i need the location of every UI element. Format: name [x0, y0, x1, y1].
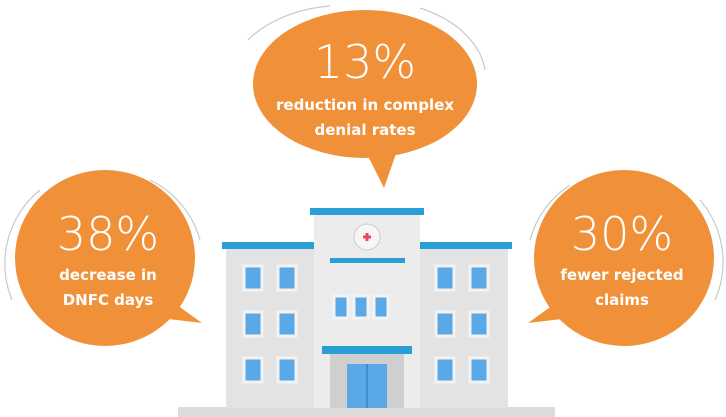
infographic: 13% reduction in complex denial rates 38…	[0, 0, 726, 417]
stat-label: decrease in	[59, 266, 157, 284]
stat: 30%	[571, 207, 673, 261]
stat-label: reduction in complex	[276, 96, 454, 114]
stat-label: fewer rejected	[560, 266, 683, 284]
stat-label: DNFC days	[63, 291, 154, 309]
stat: 13%	[314, 35, 416, 89]
stat-label: claims	[595, 291, 649, 309]
stat: 38%	[57, 207, 159, 261]
hospital	[178, 208, 555, 417]
stat-label: denial rates	[314, 121, 415, 139]
